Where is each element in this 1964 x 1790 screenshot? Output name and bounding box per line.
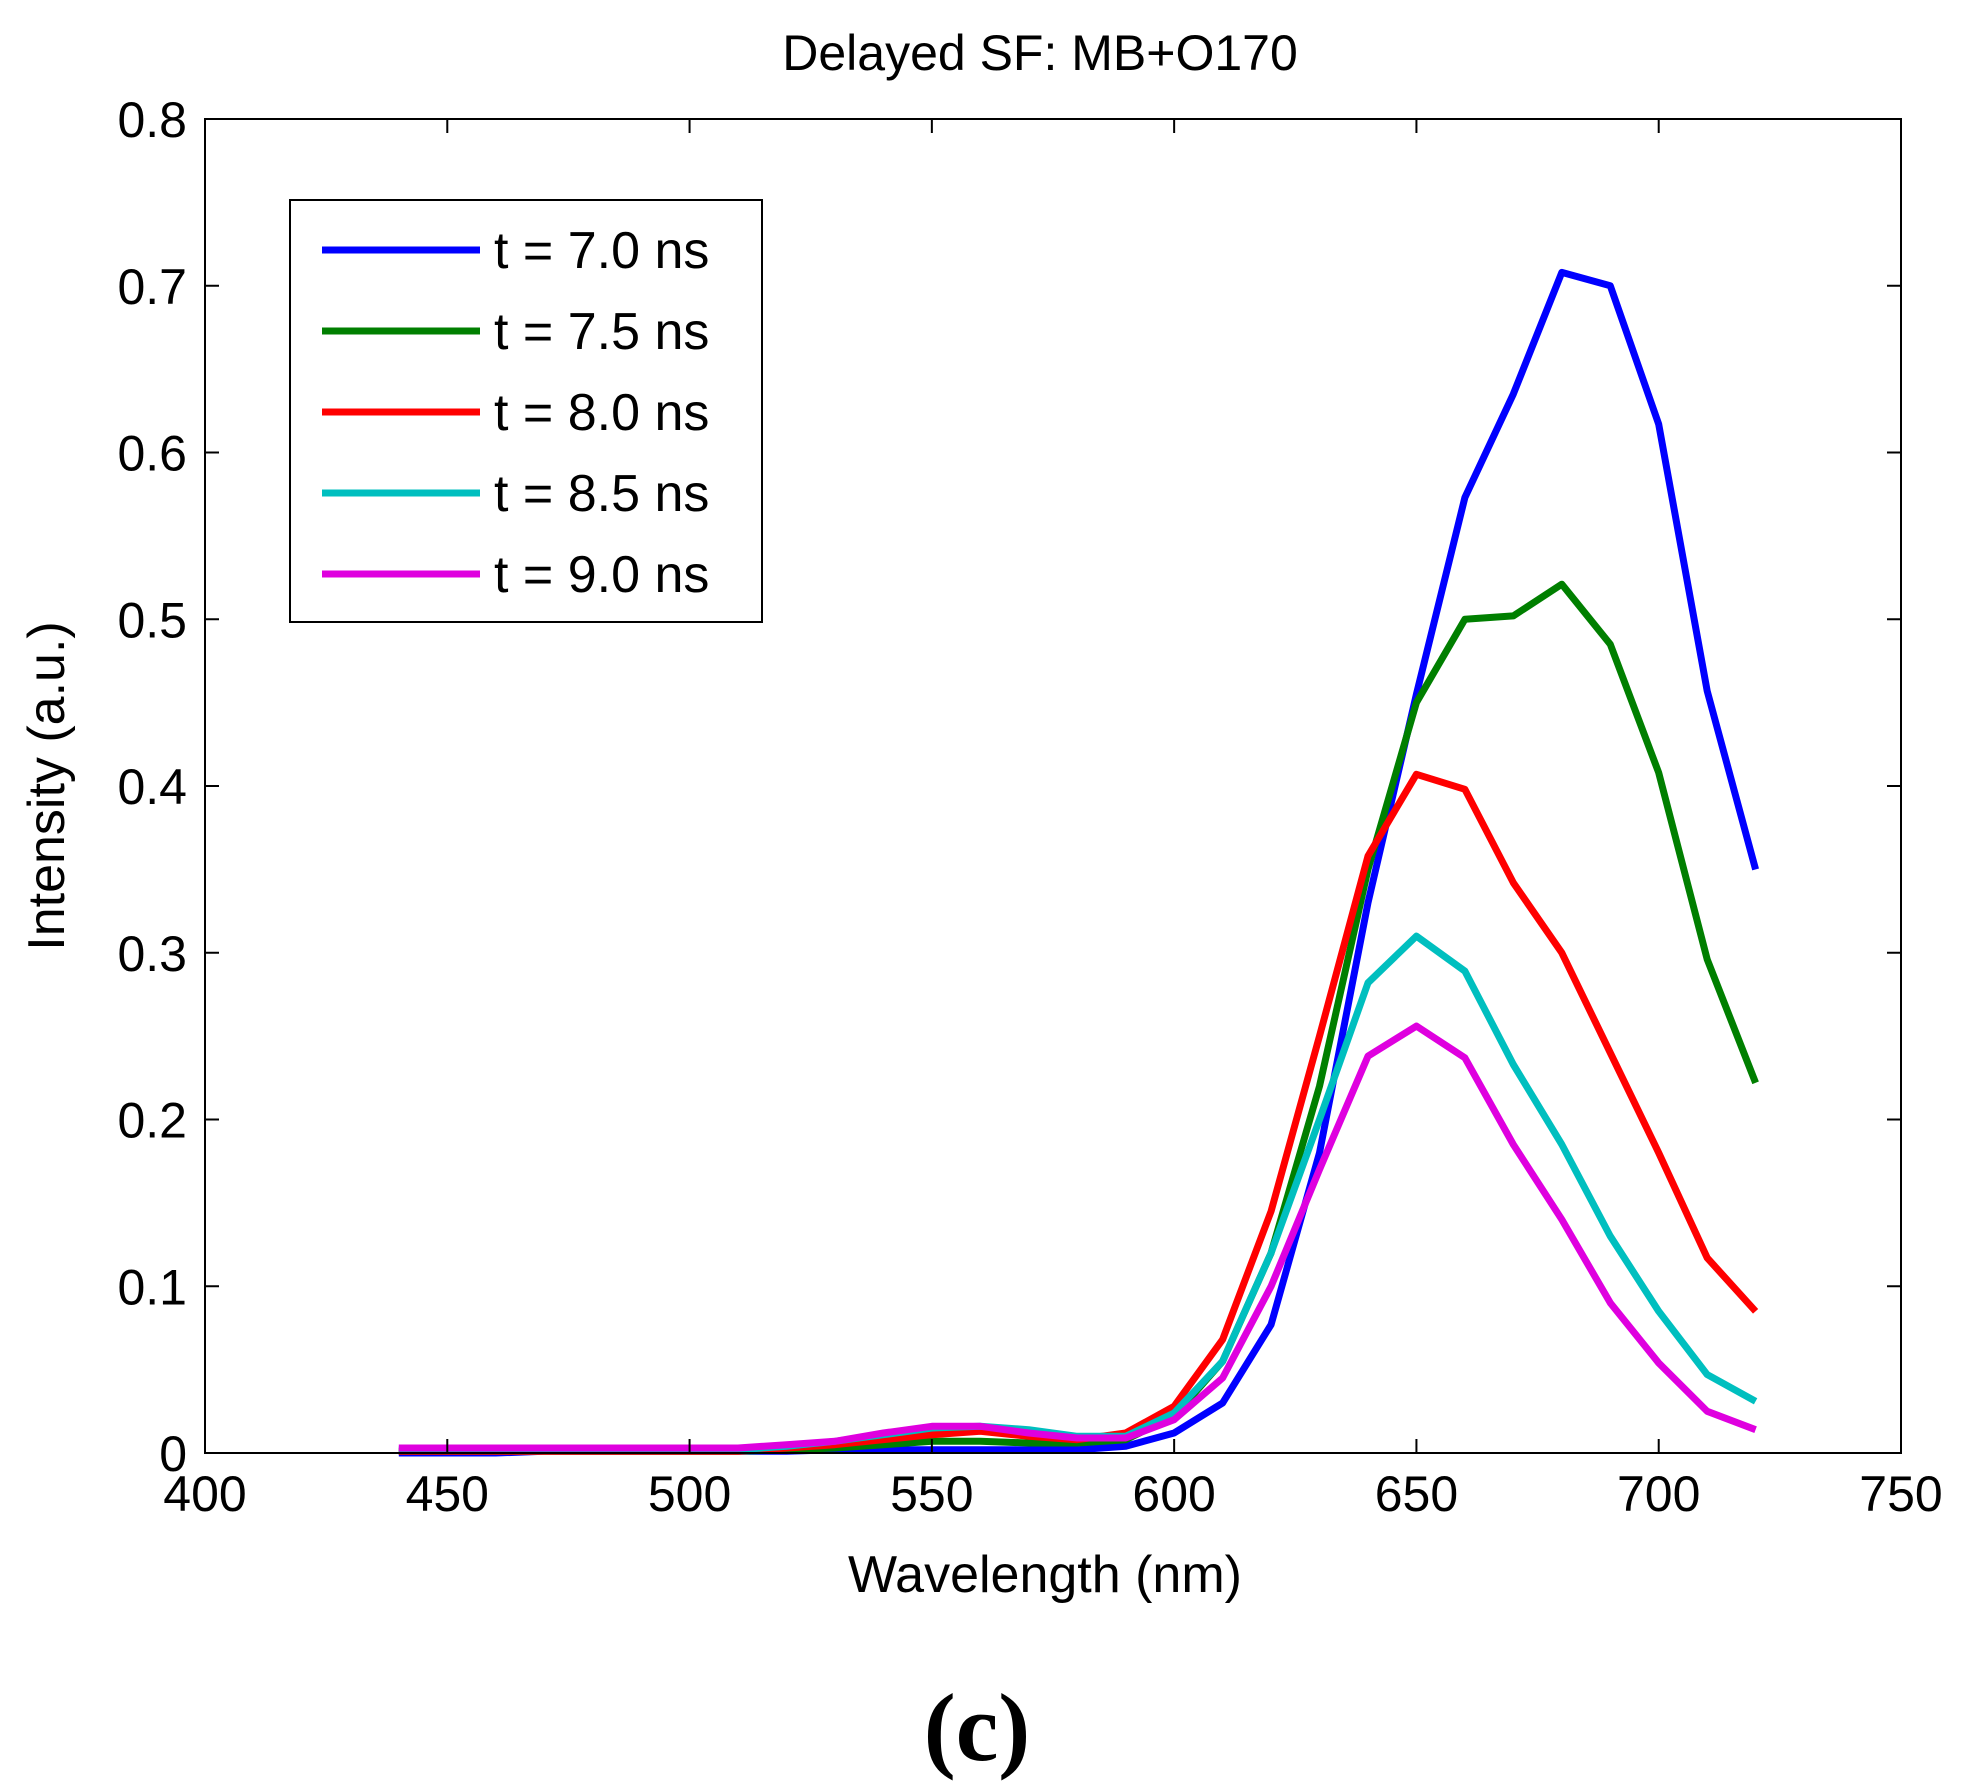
x-tick-label-7: 750 — [1859, 1466, 1942, 1522]
legend-label-2: t = 7.5 ns — [494, 303, 709, 361]
chart-title: Delayed SF: MB+O170 — [782, 25, 1298, 81]
x-tick-label-5: 650 — [1375, 1466, 1458, 1522]
y-tick-label-0: 0 — [159, 1426, 187, 1482]
x-tick-label-2: 500 — [648, 1466, 731, 1522]
x-tick-label-3: 550 — [890, 1466, 973, 1522]
ticks-layer — [204, 118, 1902, 1454]
y-tick-label-3: 0.3 — [117, 926, 187, 982]
legend-label-4: t = 8.5 ns — [494, 465, 709, 523]
series-line-2 — [398, 580, 1759, 1455]
legend-items: t = 7.0 ns t = 7.5 ns t = 8.0 ns t = 8.5 ns… — [322, 222, 709, 604]
x-axis-label: Wavelength (nm) — [848, 1546, 1242, 1604]
legend-label-3: t = 8.0 ns — [494, 384, 709, 442]
series-line-4 — [398, 932, 1758, 1454]
panel-label: (c) — [924, 1674, 1031, 1781]
y-axis-label: Intensity (a.u.) — [18, 621, 76, 950]
y-tick-label-2: 0.2 — [117, 1093, 187, 1149]
legend-label-1: t = 7.0 ns — [494, 222, 709, 280]
series-line-5 — [398, 1022, 1757, 1452]
tick-labels: 400 450 500 550 600 650 700 750 0 0.1 0.2 0.3 0.4 0.5… — [117, 92, 1942, 1522]
y-tick-label-5: 0.5 — [117, 592, 187, 648]
y-tick-label-1: 0.1 — [117, 1259, 187, 1315]
x-tick-label-6: 700 — [1617, 1466, 1700, 1522]
x-tick-label-0: 400 — [163, 1466, 246, 1522]
x-tick-label-1: 450 — [406, 1466, 489, 1522]
legend-label-5: t = 9.0 ns — [494, 546, 709, 604]
legend: t = 7.0 ns t = 7.5 ns t = 8.0 ns t = 8.5 ns… — [289, 199, 763, 623]
series-layer — [398, 268, 1759, 1457]
series-line-3 — [398, 770, 1759, 1455]
y-tick-label-4: 0.4 — [117, 759, 187, 815]
y-tick-label-6: 0.6 — [117, 426, 187, 482]
y-tick-label-8: 0.8 — [117, 92, 187, 148]
y-tick-label-7: 0.7 — [117, 259, 187, 315]
x-tick-label-4: 600 — [1132, 1466, 1215, 1522]
